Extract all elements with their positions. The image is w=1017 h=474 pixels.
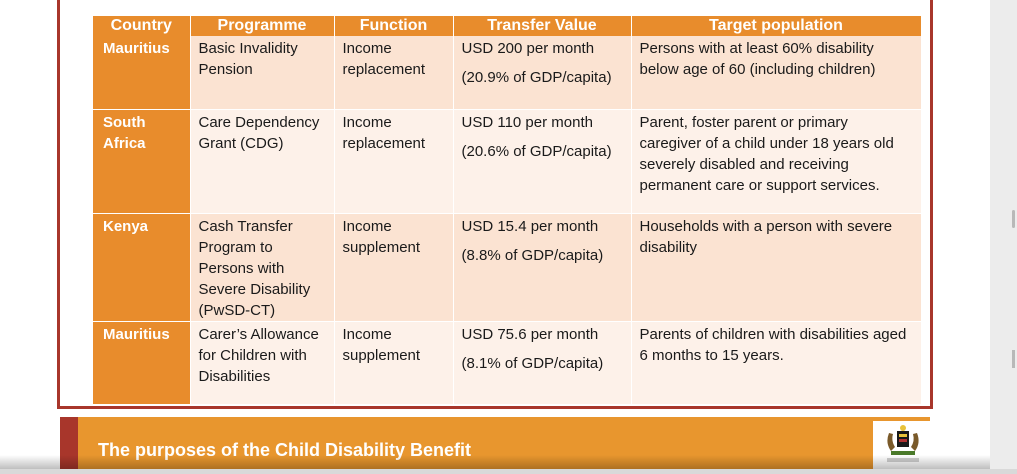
side-handle[interactable]	[1012, 350, 1015, 368]
table-row: Mauritius Carer’s Allowance for Children…	[93, 321, 922, 405]
table-row: Kenya Cash Transfer Program to Persons w…	[93, 213, 922, 322]
bottom-shadow	[0, 455, 990, 469]
transfer-share: (8.1% of GDP/capita)	[461, 354, 604, 372]
viewer-side-strip	[990, 0, 1017, 469]
header-programme: Programme	[190, 16, 335, 36]
header-transfer-value: Transfer Value	[453, 16, 632, 36]
slide-frame	[57, 0, 933, 409]
scroll-indicator[interactable]	[1012, 210, 1015, 228]
transfer-cell: USD 200 per month (20.9% of GDP/capita)	[453, 36, 632, 110]
transfer-cell: USD 75.6 per month (8.1% of GDP/capita)	[453, 321, 632, 405]
transfer-amount: USD 75.6 per month	[461, 325, 599, 343]
transfer-share: (8.8% of GDP/capita)	[461, 246, 604, 264]
banner-title: The purposes of the Child Disability Ben…	[98, 440, 472, 460]
table-row: Mauritius Basic Invalidity Pension Incom…	[93, 36, 922, 110]
transfer-share: (20.6% of GDP/capita)	[461, 142, 612, 160]
header-function: Function	[334, 16, 454, 36]
target-cell: Parents of children with disabilities ag…	[631, 321, 922, 405]
disability-benefits-table: Country Programme Function Transfer Valu…	[93, 16, 922, 405]
transfer-cell: USD 15.4 per month (8.8% of GDP/capita)	[453, 213, 632, 322]
header-target-population: Target population	[631, 16, 922, 36]
transfer-cell: USD 110 per month (20.6% of GDP/capita)	[453, 109, 632, 214]
table-header-row: Country Programme Function Transfer Valu…	[93, 16, 922, 36]
transfer-amount: USD 110 per month	[461, 113, 593, 131]
function-cell: Income supplement	[334, 321, 454, 405]
programme-cell: Cash Transfer Program to Persons with Se…	[190, 213, 335, 322]
programme-cell: Care Dependency Grant (CDG)	[190, 109, 335, 214]
country-cell: Kenya	[93, 213, 191, 322]
function-cell: Income replacement	[334, 36, 454, 110]
target-cell: Households with a person with severe dis…	[631, 213, 922, 322]
function-cell: Income supplement	[334, 213, 454, 322]
banner-accent-bar	[60, 417, 78, 469]
target-cell: Parent, foster parent or primary caregiv…	[631, 109, 922, 214]
programme-cell: Basic Invalidity Pension	[190, 36, 335, 110]
transfer-amount: USD 15.4 per month	[461, 217, 599, 235]
header-country: Country	[93, 16, 191, 36]
target-cell: Persons with at least 60% disability bel…	[631, 36, 922, 110]
transfer-share: (20.9% of GDP/capita)	[461, 69, 612, 86]
table-row: South Africa Care Dependency Grant (CDG)…	[93, 109, 922, 214]
coat-of-arms-icon	[873, 421, 933, 469]
country-cell: Mauritius	[93, 321, 191, 405]
section-banner	[60, 417, 930, 469]
country-cell: Mauritius	[93, 36, 191, 110]
programme-cell: Carer’s Allowance for Children with Disa…	[190, 321, 335, 405]
function-cell: Income replacement	[334, 109, 454, 214]
country-cell: South Africa	[93, 109, 191, 214]
transfer-amount: USD 200 per month	[461, 40, 595, 57]
